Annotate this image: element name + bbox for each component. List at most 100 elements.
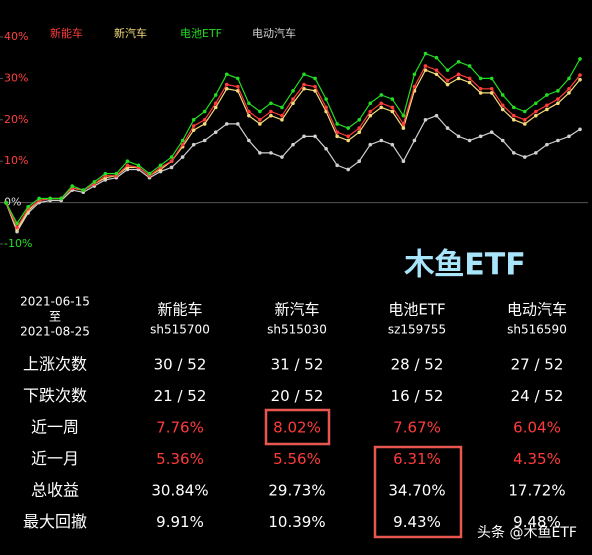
point bbox=[26, 204, 30, 209]
point bbox=[489, 86, 494, 91]
point bbox=[202, 138, 207, 143]
point bbox=[467, 80, 472, 85]
point bbox=[534, 113, 538, 118]
point bbox=[523, 109, 527, 114]
point bbox=[368, 109, 373, 114]
point bbox=[291, 142, 295, 147]
point bbox=[92, 180, 97, 184]
point bbox=[500, 103, 505, 108]
point bbox=[335, 122, 339, 126]
row-label: 最大回撤 bbox=[23, 512, 87, 531]
point bbox=[258, 109, 262, 114]
point bbox=[280, 155, 284, 159]
column-name: 电池ETF bbox=[388, 301, 445, 319]
column-code: sh516590 bbox=[507, 323, 567, 337]
point bbox=[556, 89, 560, 93]
point bbox=[269, 101, 273, 106]
point bbox=[15, 225, 19, 230]
cell: 20 / 52 bbox=[271, 387, 324, 405]
point bbox=[236, 84, 240, 89]
row-label: 下跌次数 bbox=[23, 386, 87, 405]
point bbox=[511, 113, 516, 118]
cell: 21 / 52 bbox=[154, 387, 207, 405]
point bbox=[280, 113, 284, 118]
point bbox=[567, 134, 571, 139]
point bbox=[180, 138, 185, 143]
column-name: 新汽车 bbox=[274, 301, 319, 319]
point bbox=[423, 64, 428, 68]
point bbox=[4, 200, 8, 205]
point bbox=[247, 113, 251, 118]
point bbox=[213, 93, 218, 97]
point bbox=[401, 122, 406, 126]
point bbox=[456, 76, 461, 81]
point bbox=[313, 84, 317, 89]
point bbox=[467, 138, 472, 143]
point bbox=[379, 101, 384, 106]
point bbox=[114, 171, 119, 176]
point bbox=[578, 73, 582, 77]
point bbox=[368, 113, 373, 118]
point bbox=[125, 159, 130, 163]
y-tick-label: 20% bbox=[4, 113, 28, 126]
row-label: 总收益 bbox=[31, 481, 79, 500]
point bbox=[291, 97, 295, 101]
cell: 34.70% bbox=[388, 482, 445, 500]
point bbox=[302, 134, 306, 139]
point bbox=[70, 184, 75, 188]
cell: 30 / 52 bbox=[154, 356, 207, 374]
point bbox=[158, 163, 163, 168]
point bbox=[335, 130, 339, 135]
point bbox=[191, 124, 196, 128]
point bbox=[236, 122, 240, 126]
row-label: 上涨次数 bbox=[23, 355, 87, 374]
point bbox=[401, 159, 406, 163]
point bbox=[567, 91, 571, 95]
point bbox=[59, 196, 63, 201]
point bbox=[556, 138, 560, 143]
point bbox=[357, 130, 362, 135]
point bbox=[379, 93, 384, 97]
point bbox=[258, 118, 262, 122]
point bbox=[291, 101, 295, 106]
column-name: 新能车 bbox=[157, 301, 202, 319]
y-tick-label: 0% bbox=[4, 196, 21, 209]
point bbox=[556, 97, 560, 101]
footer: 头条 @木鱼ETF bbox=[477, 524, 577, 541]
point bbox=[467, 64, 472, 68]
cell: 9.91% bbox=[156, 513, 204, 531]
legend-label: 电动汽车 bbox=[252, 26, 296, 40]
point bbox=[534, 109, 538, 114]
legend-label: 新汽车 bbox=[114, 26, 147, 40]
point bbox=[478, 86, 483, 91]
highlight-box bbox=[373, 445, 463, 539]
cell: 27 / 52 bbox=[511, 356, 564, 374]
point bbox=[500, 138, 505, 143]
point bbox=[313, 89, 317, 93]
point bbox=[313, 76, 317, 81]
point bbox=[545, 142, 549, 147]
column-code: sz159755 bbox=[388, 323, 446, 337]
y-tick-label: 30% bbox=[4, 71, 28, 84]
cell: 10.39% bbox=[268, 513, 325, 531]
period-label: 2021-08-25 bbox=[20, 325, 90, 339]
point bbox=[434, 68, 439, 72]
point bbox=[478, 91, 483, 95]
point bbox=[224, 72, 229, 77]
cell: 5.36% bbox=[156, 450, 204, 468]
cell: 9.43% bbox=[393, 513, 441, 531]
point bbox=[401, 126, 406, 130]
point bbox=[511, 105, 516, 110]
point bbox=[224, 82, 229, 87]
point bbox=[302, 86, 306, 91]
point bbox=[357, 159, 362, 163]
highlight-box bbox=[264, 408, 331, 446]
point bbox=[567, 86, 571, 91]
period-label: 至 bbox=[49, 310, 61, 324]
point bbox=[346, 138, 350, 143]
point bbox=[511, 151, 516, 155]
point bbox=[224, 122, 229, 126]
cell: 17.72% bbox=[508, 482, 565, 500]
point bbox=[423, 51, 428, 56]
